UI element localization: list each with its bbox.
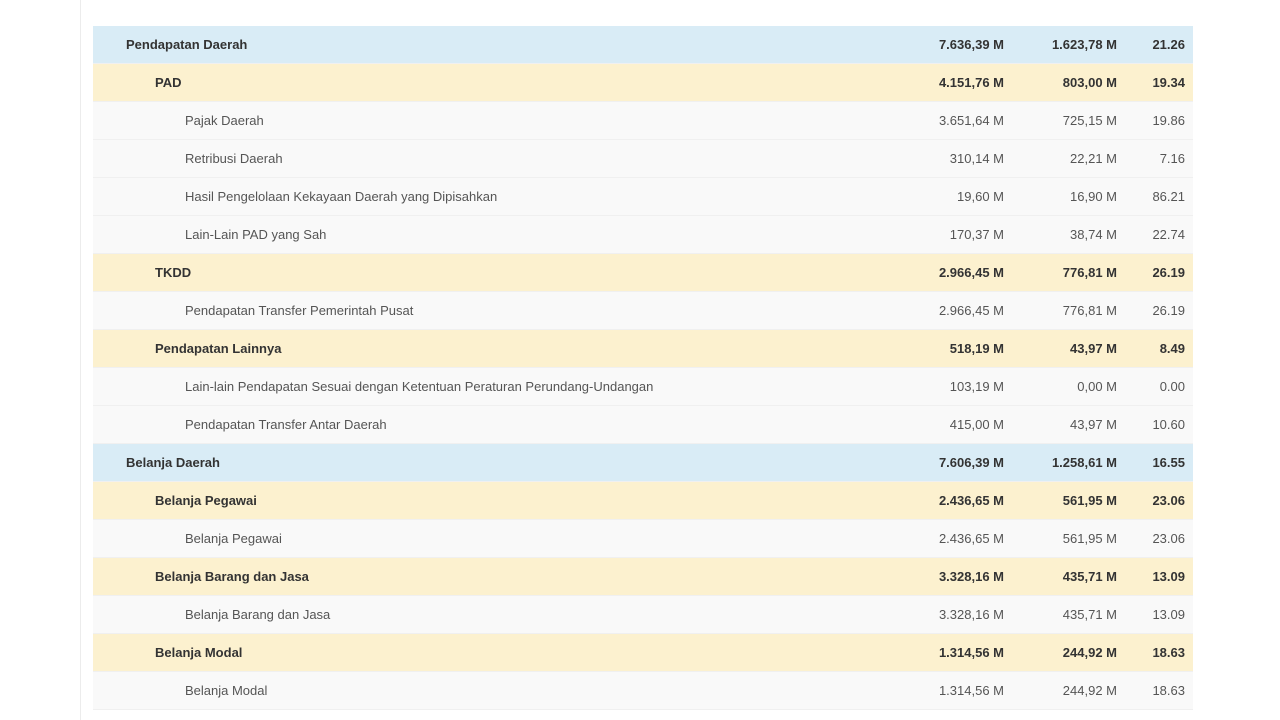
row-name: Pendapatan Lainnya	[155, 341, 282, 356]
category-row: Pendapatan Daerah 7.636,39 M 1.623,78 M 21.…	[93, 26, 1193, 64]
item-row: Lain-Lain PAD yang Sah 170,37 M 38,74 M 22.…	[93, 216, 1193, 254]
percent-value: 8.49	[1159, 341, 1185, 356]
row-name: Belanja Daerah	[126, 455, 220, 470]
percent-value: 13.09	[1152, 569, 1185, 584]
percent-value: 26.19	[1152, 265, 1185, 280]
percent-value: 13.09	[1152, 607, 1185, 622]
row-name: PAD	[155, 75, 182, 90]
row-name: Pendapatan Transfer Pemerintah Pusat	[185, 303, 414, 318]
row-name: Lain-Lain PAD yang Sah	[185, 227, 327, 242]
realized-value: 22,21 M	[1070, 151, 1117, 166]
row-name: Belanja Modal	[185, 683, 268, 698]
budget-value: 3.651,64 M	[938, 113, 1004, 128]
budget-value: 4.151,76 M	[938, 75, 1004, 90]
realized-value: 244,92 M	[1062, 645, 1117, 660]
realized-value: 725,15 M	[1062, 113, 1117, 128]
realized-value: 16,90 M	[1070, 189, 1117, 204]
item-row: Lain-lain Pendapatan Sesuai dengan Keten…	[93, 368, 1193, 406]
percent-value: 26.19	[1152, 303, 1185, 318]
row-name: Hasil Pengelolaan Kekayaan Daerah yang D…	[185, 189, 498, 204]
budget-value: 310,14 M	[949, 151, 1004, 166]
budget-value: 170,37 M	[949, 227, 1004, 242]
realized-value: 561,95 M	[1062, 531, 1117, 546]
percent-value: 19.86	[1152, 113, 1185, 128]
item-row: Pendapatan Transfer Pemerintah Pusat 2.96…	[93, 292, 1193, 330]
row-name: TKDD	[155, 265, 192, 280]
budget-value: 3.328,16 M	[938, 569, 1004, 584]
row-name: Pendapatan Daerah	[126, 37, 248, 52]
budget-value: 7.636,39 M	[938, 37, 1004, 52]
row-name: Pajak Daerah	[185, 113, 264, 128]
realized-value: 43,97 M	[1070, 341, 1117, 356]
budget-value: 19,60 M	[957, 189, 1004, 204]
budget-value: 7.606,39 M	[938, 455, 1004, 470]
item-row: Belanja Modal 1.314,56 M 244,92 M 18.63	[93, 672, 1193, 710]
group-row: Belanja Modal 1.314,56 M 244,92 M 18.63	[93, 634, 1193, 672]
budget-realization-table: Pendapatan Daerah 7.636,39 M 1.623,78 M 21.…	[93, 26, 1193, 710]
row-name: Belanja Pegawai	[155, 493, 257, 508]
percent-value: 23.06	[1152, 531, 1185, 546]
realized-value: 561,95 M	[1062, 493, 1117, 508]
category-row: Belanja Daerah 7.606,39 M 1.258,61 M 16.55	[93, 444, 1193, 482]
budget-value: 415,00 M	[949, 417, 1004, 432]
row-name: Belanja Pegawai	[185, 531, 282, 546]
percent-value: 23.06	[1152, 493, 1185, 508]
realized-value: 776,81 M	[1062, 303, 1117, 318]
realized-value: 1.623,78 M	[1051, 37, 1117, 52]
realized-value: 803,00 M	[1062, 75, 1117, 90]
group-row: Belanja Barang dan Jasa 3.328,16 M 435,71 …	[93, 558, 1193, 596]
row-name: Retribusi Daerah	[185, 151, 283, 166]
row-name: Belanja Barang dan Jasa	[155, 569, 309, 584]
realized-value: 435,71 M	[1062, 607, 1117, 622]
budget-value: 2.966,45 M	[938, 265, 1004, 280]
item-row: Belanja Pegawai 2.436,65 M 561,95 M 23.06	[93, 520, 1193, 558]
percent-value: 0.00	[1159, 379, 1185, 394]
budget-value: 1.314,56 M	[938, 645, 1004, 660]
content-divider	[80, 0, 81, 720]
item-row: Belanja Barang dan Jasa 3.328,16 M 435,71 …	[93, 596, 1193, 634]
percent-value: 16.55	[1152, 455, 1185, 470]
percent-value: 18.63	[1152, 683, 1185, 698]
realized-value: 43,97 M	[1070, 417, 1117, 432]
realized-value: 38,74 M	[1070, 227, 1117, 242]
percent-value: 86.21	[1152, 189, 1185, 204]
percent-value: 18.63	[1152, 645, 1185, 660]
item-row: Pajak Daerah 3.651,64 M 725,15 M 19.86	[93, 102, 1193, 140]
budget-value: 518,19 M	[949, 341, 1004, 356]
row-name: Belanja Barang dan Jasa	[185, 607, 331, 622]
group-row: TKDD 2.966,45 M 776,81 M 26.19	[93, 254, 1193, 292]
item-row: Hasil Pengelolaan Kekayaan Daerah yang D…	[93, 178, 1193, 216]
item-row: Retribusi Daerah 310,14 M 22,21 M 7.16	[93, 140, 1193, 178]
budget-value: 103,19 M	[949, 379, 1004, 394]
budget-value: 2.966,45 M	[938, 303, 1004, 318]
realized-value: 776,81 M	[1062, 265, 1117, 280]
realized-value: 244,92 M	[1062, 683, 1117, 698]
percent-value: 19.34	[1152, 75, 1185, 90]
group-row: Pendapatan Lainnya 518,19 M 43,97 M 8.49	[93, 330, 1193, 368]
budget-value: 1.314,56 M	[938, 683, 1004, 698]
realized-value: 435,71 M	[1062, 569, 1117, 584]
percent-value: 10.60	[1152, 417, 1185, 432]
budget-value: 2.436,65 M	[938, 493, 1004, 508]
group-row: Belanja Pegawai 2.436,65 M 561,95 M 23.06	[93, 482, 1193, 520]
group-row: PAD 4.151,76 M 803,00 M 19.34	[93, 64, 1193, 102]
percent-value: 21.26	[1152, 37, 1185, 52]
budget-value: 2.436,65 M	[938, 531, 1004, 546]
realized-value: 1.258,61 M	[1051, 455, 1117, 470]
realized-value: 0,00 M	[1077, 379, 1117, 394]
percent-value: 22.74	[1152, 227, 1185, 242]
item-row: Pendapatan Transfer Antar Daerah 415,00 M…	[93, 406, 1193, 444]
row-name: Belanja Modal	[155, 645, 243, 660]
budget-value: 3.328,16 M	[938, 607, 1004, 622]
percent-value: 7.16	[1159, 151, 1185, 166]
row-name: Lain-lain Pendapatan Sesuai dengan Keten…	[185, 379, 654, 394]
row-name: Pendapatan Transfer Antar Daerah	[185, 417, 387, 432]
